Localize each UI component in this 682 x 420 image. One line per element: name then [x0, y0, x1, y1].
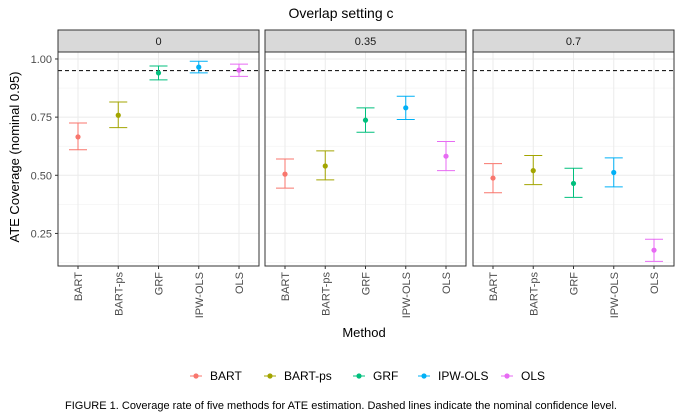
data-point [362, 117, 369, 123]
chart-title: Overlap setting c [288, 5, 393, 21]
data-point [570, 180, 577, 187]
legend-label: BART-ps [284, 369, 332, 383]
legend-key-point [421, 373, 427, 379]
x-tick-label: GRF [361, 272, 373, 296]
legend-item-bart-ps: BART-ps [264, 369, 332, 383]
x-tick-label: BART [488, 272, 500, 301]
data-point-group [230, 63, 248, 77]
x-axis-label: Method [342, 325, 385, 340]
x-tick-label: BART-ps [528, 272, 540, 316]
data-point-group [149, 65, 168, 81]
legend-item-ipw-ols: IPW-OLS [418, 369, 488, 383]
legend-key-point [193, 373, 199, 379]
legend: BART BART-ps GRF IPW-OLS OLS [190, 369, 545, 383]
figure-caption: FIGURE 1. Coverage rate of five methods … [65, 400, 617, 412]
data-point-group [276, 158, 294, 189]
legend-item-grf: GRF [353, 369, 398, 383]
data-point [611, 169, 617, 176]
panel-0: 0 BART BART-ps GRF IPW-OLS OLS [57, 29, 260, 318]
x-tick-label: OLS [441, 272, 453, 294]
legend-key-point [504, 373, 510, 379]
coverage-chart: Overlap setting c 0 BART BART-ps GRF IPW-OLS… [7, 5, 675, 383]
facet-strip-label: 0.7 [566, 36, 581, 48]
legend-label: OLS [521, 369, 545, 383]
legend-label: IPW-OLS [438, 369, 488, 383]
x-tick-label: BART [280, 272, 292, 301]
data-point [651, 247, 657, 253]
data-point-group [484, 163, 502, 194]
data-point-group [69, 122, 87, 151]
x-tick-label: IPW-OLS [401, 272, 413, 318]
x-tick-label: GRF [569, 272, 581, 296]
data-point-group [356, 107, 375, 133]
data-point [403, 105, 409, 111]
data-point-group [645, 238, 663, 262]
x-tick-label: BART-ps [113, 272, 125, 316]
data-point [282, 171, 288, 177]
facet-panels: 0 BART BART-ps GRF IPW-OLS OLS 0.35 BART BART-ps… [57, 29, 675, 318]
y-axis: 0.25 0.50 0.75 1.00 [31, 54, 58, 240]
data-point-group [316, 150, 335, 181]
y-tick-label: 1.00 [31, 54, 52, 66]
data-point-group [604, 157, 623, 188]
data-point [155, 70, 162, 76]
data-point [322, 163, 328, 169]
y-tick-label: 0.25 [31, 228, 52, 240]
y-tick-label: 0.50 [31, 170, 52, 182]
x-tick-label: OLS [234, 272, 246, 294]
y-tick-label: 0.75 [31, 112, 52, 124]
legend-item-ols: OLS [501, 369, 545, 383]
legend-key-point [356, 373, 362, 379]
facet-strip-label: 0.35 [355, 36, 376, 48]
x-tick-label: BART-ps [320, 272, 332, 316]
data-point-group [564, 167, 583, 198]
panel-2: 0.7 BART BART-ps GRF IPW-OLS OLS [472, 29, 675, 318]
x-tick-label: IPW-OLS [609, 272, 621, 318]
data-point [530, 168, 536, 174]
x-tick-label: GRF [154, 272, 166, 296]
data-point [75, 134, 81, 140]
legend-item-bart: BART [190, 369, 242, 383]
panel-1: 0.35 BART BART-ps GRF IPW-OLS OLS [264, 29, 467, 318]
legend-label: GRF [373, 369, 398, 383]
x-tick-label: IPW-OLS [194, 272, 206, 318]
data-point [236, 67, 242, 73]
data-point [490, 175, 496, 181]
data-point-group [189, 60, 208, 74]
data-point-group [396, 95, 415, 120]
data-point-group [437, 141, 455, 172]
x-tick-label: OLS [649, 272, 661, 294]
legend-key-point [267, 373, 273, 379]
legend-label: BART [210, 369, 242, 383]
facet-strip-label: 0 [155, 36, 161, 48]
data-point [196, 64, 202, 70]
data-point-group [524, 155, 543, 186]
x-tick-label: BART [73, 272, 85, 301]
data-point [115, 112, 121, 118]
data-point-group [109, 101, 128, 129]
y-axis-label: ATE Coverage (nominal 0.95) [7, 71, 22, 242]
data-point [443, 153, 449, 159]
